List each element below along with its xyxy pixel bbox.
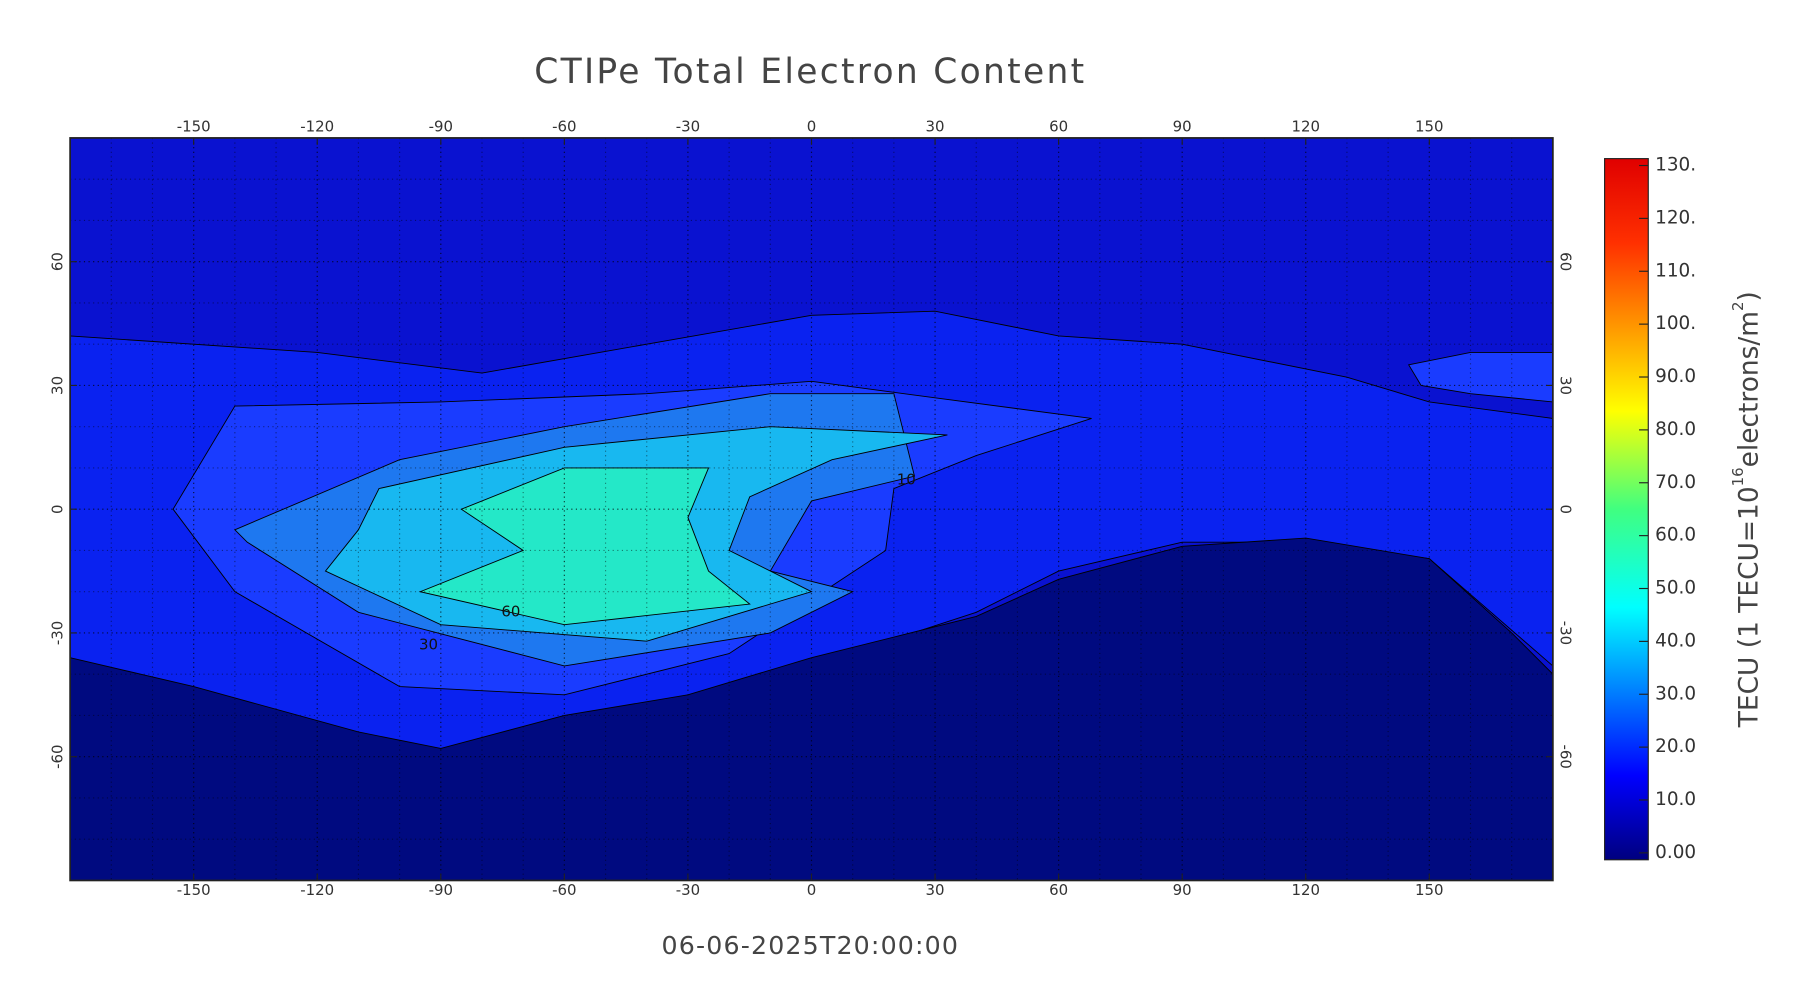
colorbar-tick-label: 70.0 <box>1655 472 1696 493</box>
colorbar-tick-label: 20.0 <box>1655 736 1696 757</box>
x-tick-label: 0 <box>807 118 817 136</box>
x-tick-label: 150 <box>1415 118 1444 136</box>
contour-label: 30 <box>419 635 438 653</box>
label-sup: 2 <box>1729 301 1747 311</box>
y-tick-label: 60 <box>49 252 67 271</box>
label-part: electrons/m <box>1733 311 1764 467</box>
y-tick-label: 60 <box>1556 252 1574 271</box>
label-part: ) <box>1733 291 1764 301</box>
contour-label: 10 <box>897 470 916 488</box>
timestamp: 06-06-2025T20:00:00 <box>662 931 960 960</box>
y-tick-label: 0 <box>1556 504 1574 514</box>
contour-region <box>418 467 751 626</box>
colorbar-label: TECU (1 TECU=1016electrons/m2) <box>1729 291 1764 728</box>
colorbar-tick-label: 50.0 <box>1655 578 1696 599</box>
x-tick-label: -60 <box>552 118 576 136</box>
y-tick-label: 30 <box>1556 376 1574 395</box>
x-tick-label: 120 <box>1291 118 1320 136</box>
contour-label: 60 <box>501 602 520 620</box>
x-tick-label: -90 <box>429 118 453 136</box>
x-tick-label: 60 <box>1049 118 1068 136</box>
colorbar-tick-label: 90.0 <box>1655 366 1696 387</box>
x-tick-label: -120 <box>300 118 334 136</box>
colorbar-tick-label: 110. <box>1655 260 1696 281</box>
y-tick-label: -30 <box>49 621 67 645</box>
label-sup: 16 <box>1729 467 1747 486</box>
x-tick-label: -60 <box>552 881 576 899</box>
contour-region <box>1407 351 1553 403</box>
colorbar-tick-label: 0.00 <box>1655 842 1696 863</box>
y-tick-label: 30 <box>49 376 67 395</box>
chart-title: CTIPe Total Electron Content <box>534 52 1086 92</box>
x-tick-label: -120 <box>300 881 334 899</box>
colorbar <box>1604 158 1649 861</box>
colorbar-tick-label: 10.0 <box>1655 789 1696 810</box>
map <box>70 137 1553 881</box>
x-tick-label: 60 <box>1049 881 1068 899</box>
colorbar-tick-label: 80.0 <box>1655 419 1696 440</box>
x-tick-label: 150 <box>1415 881 1444 899</box>
colorbar-tick-label: 120. <box>1655 207 1696 228</box>
x-tick-label: -30 <box>676 118 700 136</box>
colorbar-tick-label: 100. <box>1655 313 1696 334</box>
x-tick-label: -30 <box>676 881 700 899</box>
colorbar-tick-label: 30.0 <box>1655 683 1696 704</box>
x-tick-label: -90 <box>429 881 453 899</box>
y-tick-label: -60 <box>49 745 67 769</box>
y-tick-label: -30 <box>1556 621 1574 645</box>
colorbar-tick-label: 40.0 <box>1655 630 1696 651</box>
x-tick-label: 90 <box>1173 118 1192 136</box>
x-tick-label: 120 <box>1291 881 1320 899</box>
x-tick-label: -150 <box>177 881 211 899</box>
x-tick-label: 0 <box>807 881 817 899</box>
x-tick-label: -150 <box>177 118 211 136</box>
x-tick-label: 30 <box>926 118 945 136</box>
x-tick-label: 30 <box>926 881 945 899</box>
label-part: TECU (1 TECU=10 <box>1733 486 1764 728</box>
y-tick-label: 0 <box>49 504 67 514</box>
colorbar-tick-label: 130. <box>1655 155 1696 176</box>
y-tick-label: -60 <box>1556 745 1574 769</box>
colorbar-tick-label: 60.0 <box>1655 525 1696 546</box>
x-tick-label: 90 <box>1173 881 1192 899</box>
